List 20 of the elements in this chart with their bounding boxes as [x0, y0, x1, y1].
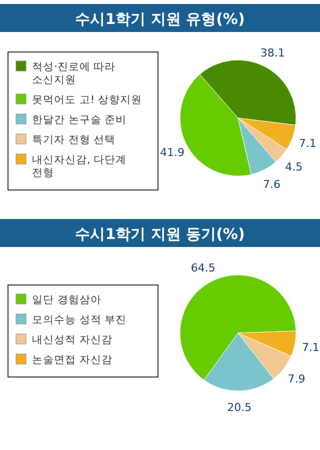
legend-label: 적성·진로에 따라 소신지원	[32, 61, 116, 86]
legend-label: 일단 경험삼아	[32, 294, 102, 306]
data-label: 7.9	[288, 372, 306, 386]
data-label: 20.5	[227, 400, 252, 414]
data-label: 41.9	[160, 146, 184, 159]
legend-label: 논술면접 자신감	[32, 354, 112, 366]
chart-title: 수시1학기 지원 동기(%)	[75, 225, 245, 243]
legend-label: 내신성적 자신감	[32, 334, 112, 346]
data-label: 7.1	[298, 137, 316, 150]
legend-label: 특기자 전형 선택	[32, 134, 116, 146]
data-label: 64.5	[190, 262, 216, 275]
data-label: 38.1	[260, 46, 285, 60]
legend-label: 모의수능 성적 부진	[32, 314, 127, 326]
chart-title: 수시1학기 지원 유형(%)	[75, 10, 245, 28]
data-label: 7.1	[302, 340, 320, 354]
legend-label: 못먹어도 고! 상향지원	[32, 94, 142, 106]
data-label: 4.5	[285, 160, 303, 174]
data-label: 7.6	[262, 178, 280, 191]
legend-label: 한달간 논구술 준비	[32, 114, 127, 126]
legend-label: 내신자신감, 다단계 전형	[32, 154, 127, 179]
